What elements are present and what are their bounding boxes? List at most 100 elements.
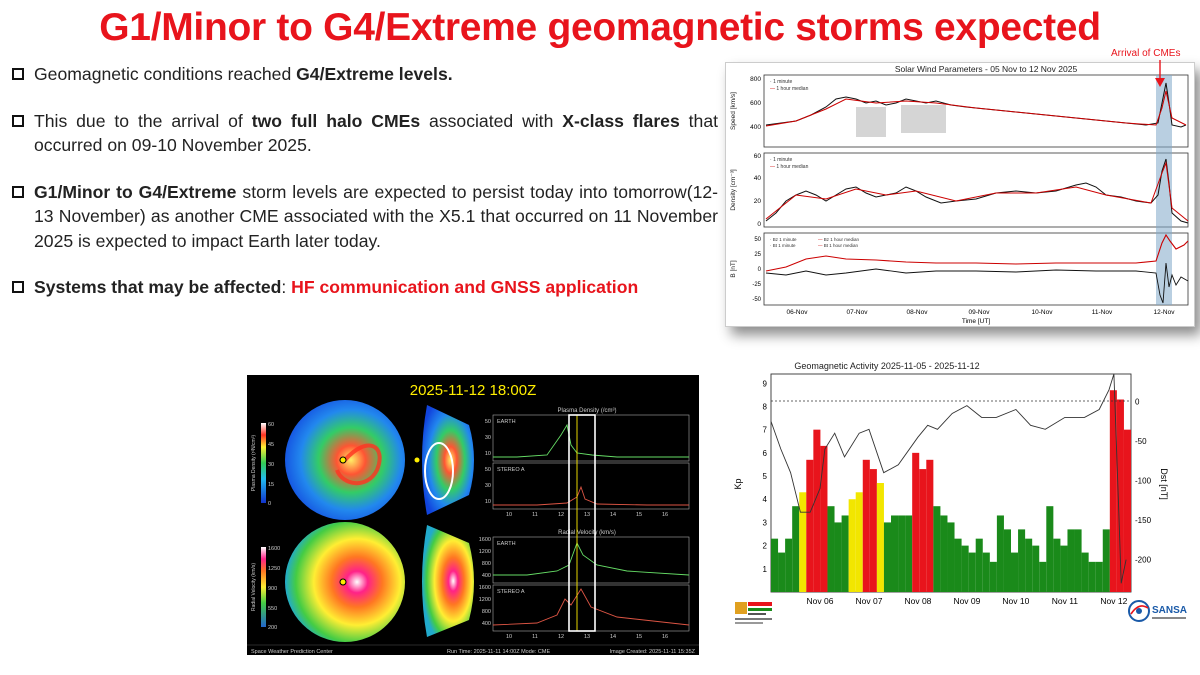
kp-bar	[792, 506, 800, 592]
sun-marker	[414, 457, 420, 463]
sw-xtick: 12-Nov	[1154, 309, 1176, 316]
geo-xtick: Nov 08	[904, 596, 931, 606]
density-cbar-label: Plasma Density (r²N/cm³)	[251, 435, 257, 491]
kp-bar	[947, 522, 955, 592]
enlil-timestamp: 2025-11-12 18:00Z	[410, 382, 536, 399]
kp-bar	[771, 538, 779, 592]
kp-bar	[989, 561, 997, 592]
kp-bar	[834, 522, 842, 592]
kp-bar	[1018, 529, 1026, 592]
velocity-panel-title: Radial Velocity (km/s)	[558, 530, 616, 536]
ytick: 30	[485, 435, 491, 441]
density-tick: 20	[754, 198, 762, 205]
speed-tick: 600	[750, 100, 761, 107]
kp-bar	[961, 545, 969, 592]
xtick: 16	[662, 634, 668, 640]
ytick: 800	[482, 609, 491, 615]
kp-tick: 4	[763, 495, 768, 504]
kp-bar	[919, 469, 927, 592]
legend-entry: — 1 hour median	[770, 164, 809, 170]
density-tick: 60	[754, 153, 762, 160]
kp-bar	[933, 506, 941, 592]
stereo-label: STEREO A	[497, 467, 525, 473]
sw-xtick: 07-Nov	[847, 309, 869, 316]
speed-median	[765, 90, 1187, 127]
kp-bars	[771, 390, 1131, 592]
speed-ylabel: Speed [km/s]	[730, 92, 737, 130]
kp-bar	[982, 552, 990, 592]
speed-tick: 400	[750, 124, 761, 131]
xtick: 11	[532, 634, 538, 640]
kp-bar	[799, 492, 807, 592]
cme-ellipse	[424, 442, 454, 500]
xtick: 10	[506, 512, 512, 518]
cbar-tick: 200	[268, 625, 277, 631]
geo-xtick: Nov 10	[1002, 596, 1029, 606]
legend-entry: — 1 hour median	[770, 86, 809, 92]
checkbox-bullet-icon	[12, 281, 24, 293]
checkbox-bullet-icon	[12, 185, 24, 198]
sw-xtick: 06-Nov	[787, 309, 809, 316]
kp-tick: 8	[763, 402, 768, 411]
cme-arrival-box	[568, 414, 596, 632]
checkbox-bullet-icon	[12, 68, 24, 80]
ytick: 1200	[479, 597, 491, 603]
cbar-tick: 1250	[268, 566, 280, 572]
footer-left: Space Weather Prediction Center	[251, 649, 333, 655]
density-median	[765, 161, 1189, 222]
ytick: 400	[482, 573, 491, 579]
checkbox-bullet-icon	[12, 114, 24, 127]
velocity-meridional	[422, 525, 474, 637]
xtick: 13	[584, 634, 590, 640]
field-tick: 25	[754, 252, 761, 258]
bt-trace	[765, 233, 1189, 272]
kp-bar	[1102, 529, 1110, 592]
dst-tick: 0	[1135, 398, 1140, 407]
bullet-list: Geomagnetic conditions reached G4/Extrem…	[12, 62, 718, 322]
dsi-logo	[735, 602, 772, 624]
kp-bar	[1095, 561, 1103, 592]
cbar-tick: 30	[268, 462, 274, 468]
bullet-text: G1/Minor to G4/Extreme storm levels are …	[34, 182, 718, 251]
kp-bar	[940, 515, 948, 592]
kp-bar	[869, 469, 877, 592]
dst-ticks: 0 -50 -100 -150 -200	[1135, 398, 1152, 565]
slide-title: G1/Minor to G4/Extreme geomagnetic storm…	[99, 6, 1101, 49]
kp-bar	[968, 552, 976, 592]
bullet-item: This due to the arrival of two full halo…	[12, 109, 718, 158]
kp-bar	[1088, 561, 1096, 592]
kp-bar	[841, 515, 849, 592]
enlil-yticks: 50 30 10 50 30 10 1600 1200 800 400 1600…	[479, 419, 491, 627]
stereo-velocity-trace	[492, 588, 690, 626]
earth-marker	[339, 456, 347, 464]
sw-xtick: 09-Nov	[969, 309, 991, 316]
kp-bar	[1116, 399, 1124, 592]
kp-bar	[1060, 545, 1068, 592]
ytick: 800	[482, 561, 491, 567]
bullet-segment: two full halo CMEs	[251, 110, 421, 131]
kp-bar	[820, 445, 828, 592]
sw-xtick: 10-Nov	[1032, 309, 1054, 316]
bullet-segment: G1/Minor to G4/Extreme	[34, 181, 237, 202]
kp-bar	[996, 515, 1004, 592]
xtick: 10	[506, 634, 512, 640]
kp-bar	[1003, 529, 1011, 592]
bullet-item: Systems that may be affected: HF communi…	[12, 275, 718, 300]
geo-title: Geomagnetic Activity 2025-11-05 - 2025-1…	[794, 361, 979, 371]
legend-entry: · 1 minute	[770, 79, 792, 85]
kp-bar	[778, 552, 786, 592]
kp-bar	[806, 459, 814, 592]
density-tick: 40	[754, 175, 762, 182]
kp-bar	[1109, 390, 1117, 592]
earth-density-trace	[493, 423, 689, 458]
geo-xtick: Nov 11	[1052, 596, 1079, 606]
density-spiral	[335, 443, 382, 486]
stereo-density-trace	[493, 485, 689, 506]
dst-tick: -50	[1135, 437, 1147, 446]
legend-entry: · 1 minute	[770, 157, 792, 163]
geo-xtick: Nov 07	[855, 596, 882, 606]
earth-label: EARTH	[497, 419, 516, 425]
kp-bar	[912, 452, 920, 592]
dst-tick: -200	[1135, 556, 1152, 565]
solar-wind-figure: Solar Wind Parameters - 05 Nov to 12 Nov…	[725, 62, 1195, 327]
